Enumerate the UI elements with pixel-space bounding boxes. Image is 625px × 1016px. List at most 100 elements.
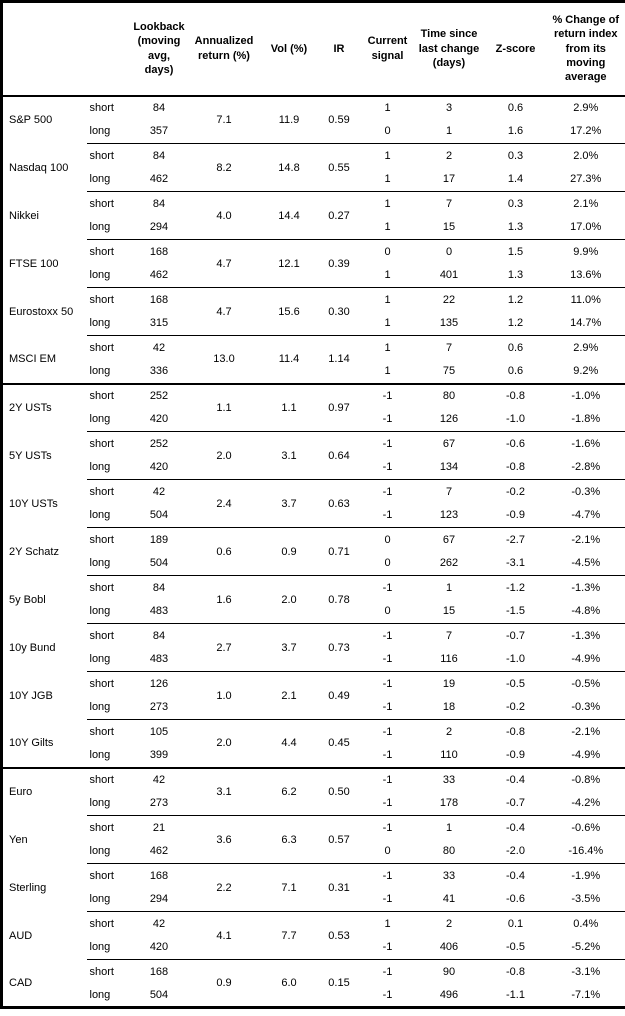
cell-lookback: 504 bbox=[149, 557, 169, 570]
cell-lookback: 126 bbox=[131, 671, 187, 696]
cell-ir: 0.45 bbox=[316, 719, 362, 768]
cell-side: long bbox=[89, 509, 111, 522]
cell-annualized-return: 1.1 bbox=[186, 382, 262, 432]
cell-pct-change: -1.6% bbox=[546, 431, 625, 456]
cell-side: short bbox=[86, 479, 132, 504]
cell-pct-change: -1.3% bbox=[546, 623, 625, 648]
table-row: Euro short 42 3.1 6.2 0.50 -1 33 -0.4 -0.8% bbox=[1, 766, 625, 816]
table-row: FTSE 100 short 168 4.7 12.1 0.39 0 0 1.5 9.9% bbox=[2, 239, 625, 288]
cell-lookback: 294 bbox=[149, 221, 169, 234]
cell-ir: 0.53 bbox=[316, 911, 362, 960]
cell-vol: 4.4 bbox=[261, 719, 317, 768]
cell-vol: 2.0 bbox=[261, 575, 317, 624]
cell-side: short bbox=[86, 815, 132, 840]
cell-side: long bbox=[89, 749, 111, 761]
cell-pct-change: -5.2% bbox=[571, 941, 601, 954]
cell-time-since-change: 33 bbox=[413, 863, 485, 888]
cell-side: long bbox=[89, 269, 111, 282]
cell-side: short bbox=[86, 719, 132, 744]
cell-lookback: 294 bbox=[149, 893, 169, 906]
cell-side: short bbox=[86, 431, 132, 456]
table-row: long 294 1 15 1.3 17.0% bbox=[2, 216, 625, 240]
cell-time-since-change: 401 bbox=[439, 269, 459, 282]
cell-current-signal: 1 bbox=[384, 365, 391, 377]
cell-current-signal: -1 bbox=[361, 623, 414, 648]
cell-pct-change: -1.9% bbox=[546, 863, 625, 888]
cell-annualized-return: 2.0 bbox=[186, 719, 262, 768]
cell-lookback: 42 bbox=[131, 766, 187, 792]
cell-time-since-change: 262 bbox=[439, 557, 459, 570]
cell-current-signal: 1 bbox=[361, 911, 414, 936]
cell-asset: 10y Bund bbox=[9, 641, 56, 654]
cell-pct-change: -0.8% bbox=[546, 766, 625, 792]
cell-time-since-change: 134 bbox=[439, 461, 459, 474]
table-row: long 462 0 80 -2.0 -16.4% bbox=[2, 840, 625, 864]
table-row: long 315 1 135 1.2 14.7% bbox=[2, 312, 625, 336]
cell-side: short bbox=[86, 575, 132, 600]
cell-lookback: 84 bbox=[131, 143, 187, 168]
cell-time-since-change: 15 bbox=[442, 221, 456, 234]
cell-annualized-return: 4.1 bbox=[186, 911, 262, 960]
cell-time-since-change: 1 bbox=[413, 575, 485, 600]
cell-side: long bbox=[89, 413, 111, 426]
table-row: long 504 -1 496 -1.1 -7.1% bbox=[2, 984, 625, 1008]
table-header: Lookback (moving avg, days) Annualized r… bbox=[1, 1, 625, 97]
cell-pct-change: -7.1% bbox=[571, 988, 601, 1001]
cell-current-signal: 1 bbox=[384, 102, 391, 114]
cell-side: short bbox=[86, 863, 132, 888]
cell-lookback: 357 bbox=[149, 125, 169, 138]
cell-zscore: 1.2 bbox=[507, 317, 524, 330]
cell-zscore: 0.3 bbox=[484, 143, 547, 168]
cell-asset: 5Y USTs bbox=[9, 449, 52, 462]
cell-zscore: 0.1 bbox=[484, 911, 547, 936]
table-row: long 504 -1 123 -0.9 -4.7% bbox=[2, 504, 625, 528]
cell-time-since-change: 2 bbox=[413, 911, 485, 936]
table-row: long 483 0 15 -1.5 -4.8% bbox=[2, 600, 625, 624]
cell-vol: 3.7 bbox=[261, 623, 317, 672]
cell-pct-change: -3.1% bbox=[546, 959, 625, 984]
cell-zscore: -1.1 bbox=[506, 988, 525, 1001]
cell-lookback: 189 bbox=[131, 527, 187, 552]
cell-annualized-return: 3.1 bbox=[186, 766, 262, 816]
cell-time-since-change: 90 bbox=[413, 959, 485, 984]
cell-lookback: 168 bbox=[131, 959, 187, 984]
cell-side: short bbox=[86, 527, 132, 552]
cell-lookback: 21 bbox=[131, 815, 187, 840]
cell-asset: Sterling bbox=[9, 881, 47, 894]
cell-asset: AUD bbox=[9, 929, 33, 942]
cell-zscore: -0.4 bbox=[484, 815, 547, 840]
cell-time-since-change: 2 bbox=[413, 143, 485, 168]
cell-vol: 7.7 bbox=[261, 911, 317, 960]
cell-side: short bbox=[86, 143, 132, 168]
table-row: 10Y JGB short 126 1.0 2.1 0.49 -1 19 -0.5 -0.5% bbox=[2, 671, 625, 720]
cell-zscore: -0.9 bbox=[506, 749, 525, 761]
cell-vol: 3.7 bbox=[261, 479, 317, 528]
cell-zscore: -0.8 bbox=[484, 382, 547, 408]
cell-lookback: 84 bbox=[131, 191, 187, 216]
cell-time-since-change: 406 bbox=[439, 941, 459, 954]
cell-asset: 2Y USTs bbox=[1, 382, 87, 432]
cell-pct-change: -0.6% bbox=[546, 815, 625, 840]
cell-zscore: 0.6 bbox=[507, 365, 524, 377]
cell-zscore: -0.2 bbox=[484, 479, 547, 504]
cell-time-since-change: 75 bbox=[442, 365, 456, 377]
cell-annualized-return: 2.0 bbox=[186, 431, 262, 480]
cell-pct-change: 9.9% bbox=[546, 239, 625, 264]
cell-time-since-change: 110 bbox=[440, 749, 458, 761]
cell-ir: 0.78 bbox=[316, 575, 362, 624]
cell-side: long bbox=[89, 941, 111, 954]
cell-current-signal: 1 bbox=[384, 317, 391, 330]
table-body: S&P 500 short 84 7.1 11.9 0.59 1 3 0.6 2.9% long 35… bbox=[1, 96, 625, 1008]
table-row: long 462 1 401 1.3 13.6% bbox=[2, 264, 625, 288]
cell-zscore: -0.8 bbox=[506, 461, 525, 474]
cell-lookback: 84 bbox=[152, 102, 166, 114]
cell-zscore: -0.8 bbox=[484, 959, 547, 984]
cell-time-since-change: 15 bbox=[442, 605, 456, 618]
cell-current-signal: 0 bbox=[384, 845, 391, 858]
cell-current-signal: 1 bbox=[384, 221, 391, 234]
cell-pct-change: 2.1% bbox=[546, 191, 625, 216]
cell-time-since-change: 123 bbox=[439, 509, 459, 522]
cell-current-signal: 1 bbox=[384, 173, 391, 186]
cell-zscore: -0.9 bbox=[506, 509, 525, 522]
cell-side: short bbox=[86, 191, 132, 216]
